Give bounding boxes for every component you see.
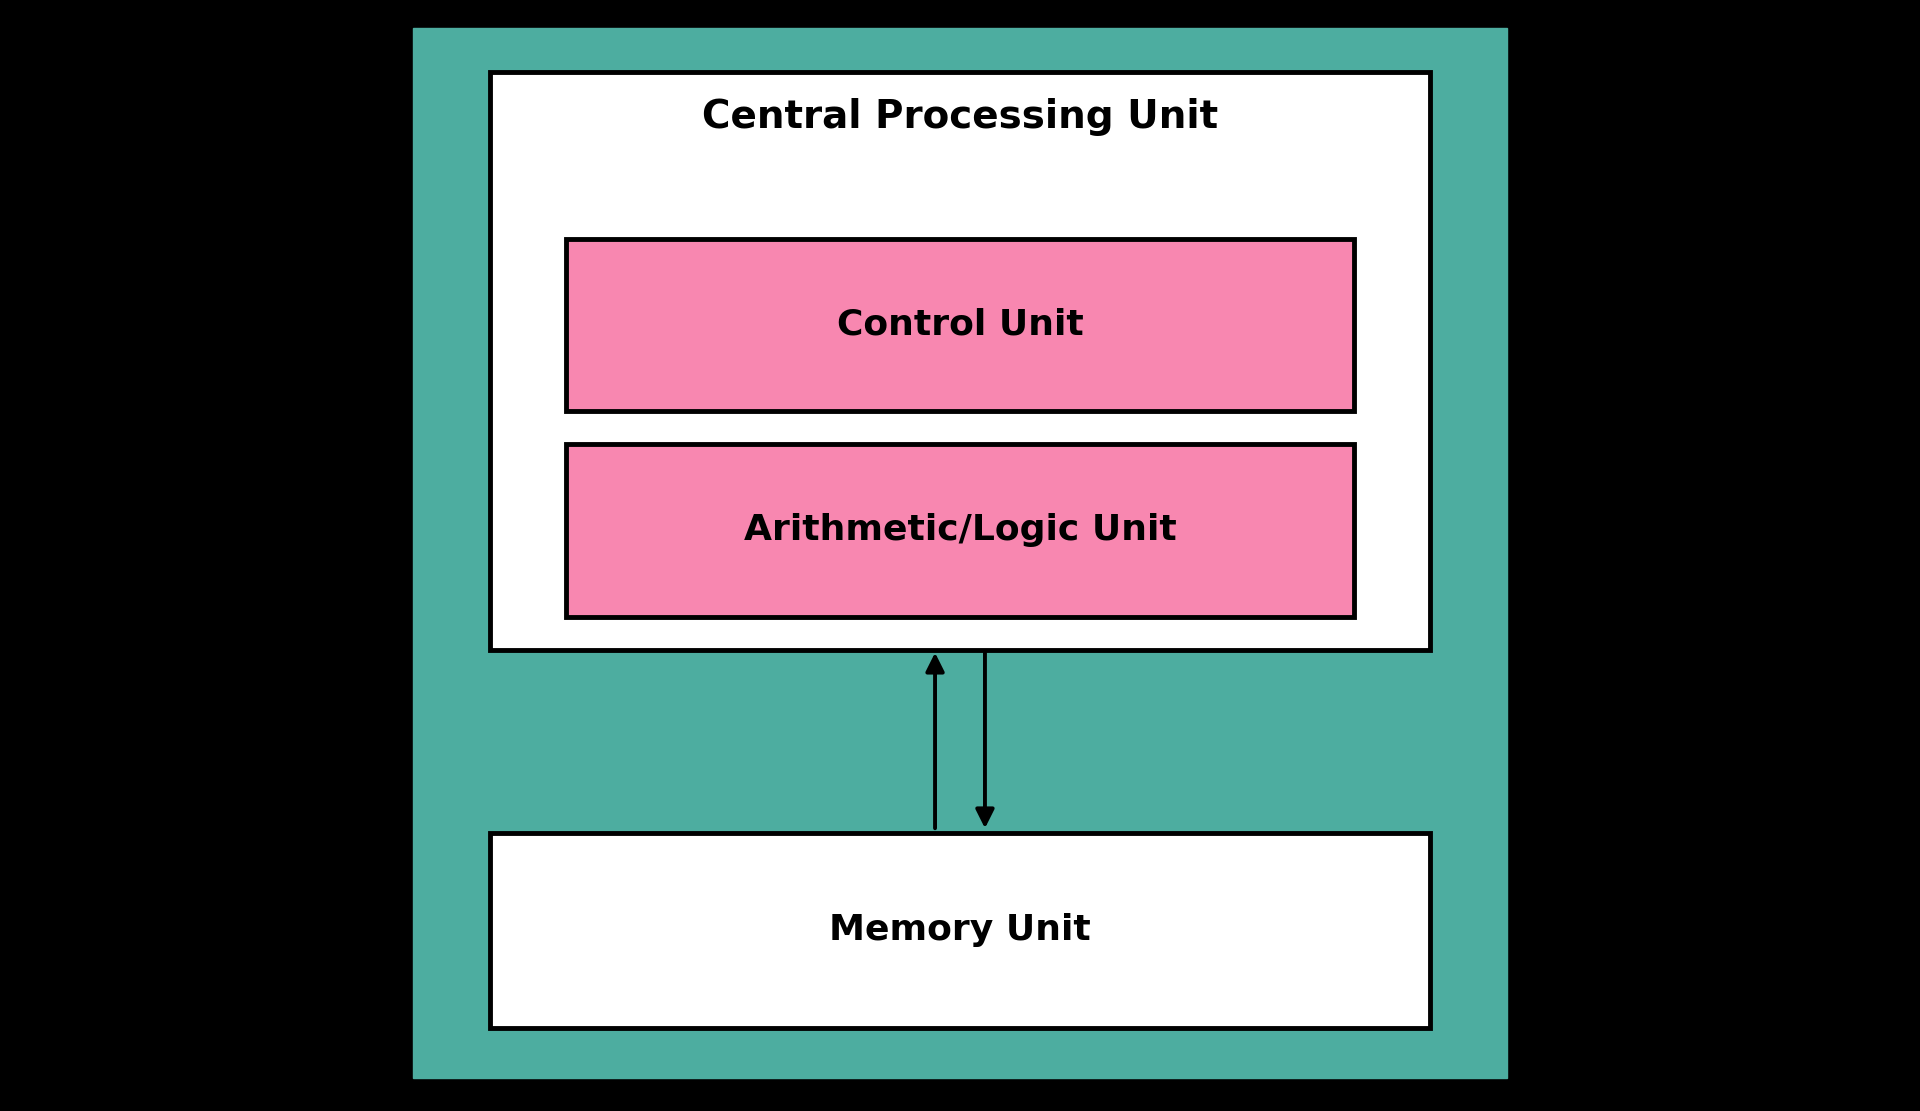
Text: Control Unit: Control Unit [837,308,1083,341]
FancyBboxPatch shape [566,239,1354,411]
Text: Memory Unit: Memory Unit [829,913,1091,947]
FancyBboxPatch shape [490,72,1430,650]
Text: Arithmetic/Logic Unit: Arithmetic/Logic Unit [743,513,1177,547]
Text: Central Processing Unit: Central Processing Unit [703,98,1217,136]
FancyBboxPatch shape [566,444,1354,617]
FancyBboxPatch shape [413,28,1507,1078]
FancyBboxPatch shape [490,833,1430,1028]
